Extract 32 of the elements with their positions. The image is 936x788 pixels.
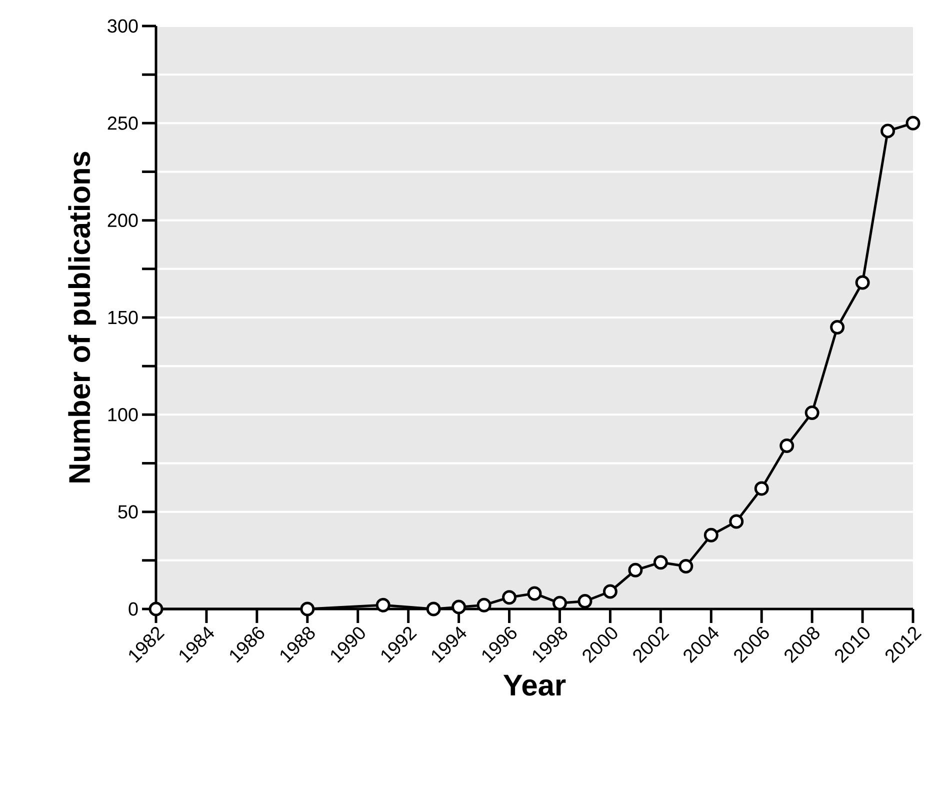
point	[527, 586, 542, 601]
point	[300, 602, 315, 616]
point	[830, 320, 845, 334]
point	[804, 405, 820, 420]
point	[602, 584, 618, 599]
y-tick-label: 50	[118, 505, 138, 519]
point	[452, 600, 466, 614]
point	[780, 438, 794, 454]
point	[502, 590, 517, 605]
point	[148, 602, 164, 616]
point	[754, 481, 769, 496]
point	[880, 124, 896, 138]
y-tick-label: 150	[108, 310, 138, 324]
point	[729, 514, 744, 529]
y-axis-title: Number of publications	[68, 152, 96, 482]
point	[906, 116, 920, 130]
y-tick-label: 250	[108, 116, 138, 130]
point	[855, 275, 870, 290]
y-tick-label: 0	[128, 602, 138, 616]
point	[628, 562, 643, 578]
point	[552, 596, 567, 610]
point	[578, 594, 592, 608]
y-tick-label: 200	[108, 214, 138, 228]
point	[704, 528, 718, 542]
point	[376, 598, 390, 612]
point	[653, 555, 668, 570]
x-axis-title: Year	[503, 674, 566, 696]
point	[476, 598, 492, 612]
point	[678, 559, 694, 574]
y-tick-label: 300	[108, 19, 138, 33]
y-tick-label: 100	[108, 408, 138, 422]
point	[426, 602, 441, 616]
